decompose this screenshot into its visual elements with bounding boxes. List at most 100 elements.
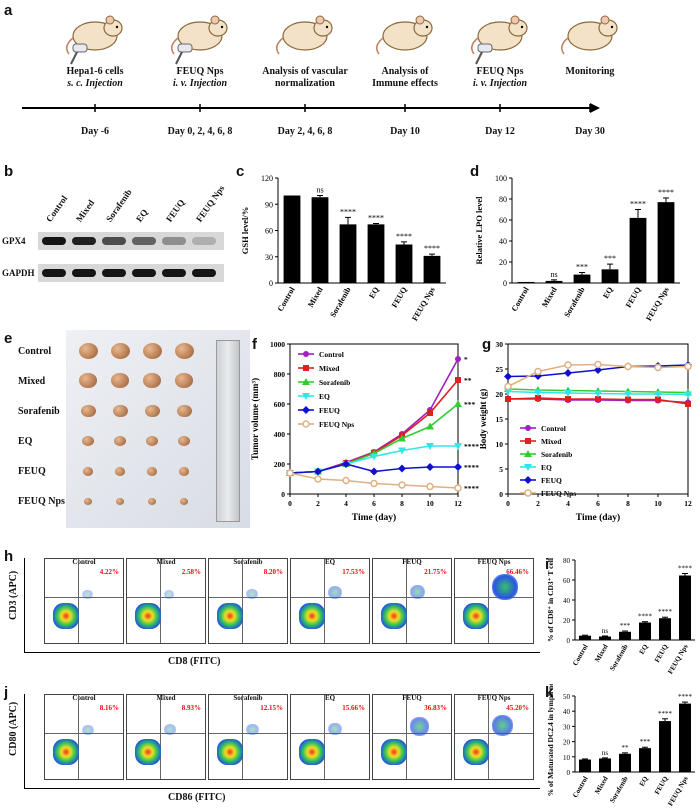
flow-plot: Sorafenib 8.20% <box>208 558 288 644</box>
flow-plot: Mixed 2.58% <box>126 558 206 644</box>
tumor-sample <box>145 435 159 447</box>
y-tick-label: 0 <box>567 769 571 777</box>
flow-percent: 12.15% <box>260 704 283 712</box>
timeline-event-line1: FEUQ Nps <box>176 66 224 77</box>
timeline-day-label: Day 10 <box>390 126 420 137</box>
data-point <box>624 362 632 371</box>
x-axis-label: Time (day) <box>576 512 620 523</box>
timeline-event-label: Analysis of vascular normalization <box>245 66 365 90</box>
tumor-row-label: FEUQ Nps <box>18 496 65 507</box>
tumor-sample <box>175 373 193 389</box>
data-point <box>454 443 462 450</box>
x-tick-label: Sorafenib <box>562 285 587 319</box>
flow-percent: 8.93% <box>181 704 201 712</box>
flow-percent: 8.20% <box>263 568 283 576</box>
panel-label-j: j <box>4 684 9 701</box>
flow-cell-cluster-positive <box>409 717 429 736</box>
y-tick-label: 0 <box>269 279 273 288</box>
tumor-row-label: Control <box>18 346 52 357</box>
gate-horizontal <box>209 596 287 598</box>
bar <box>367 224 385 283</box>
bar <box>659 721 671 772</box>
data-point <box>564 390 572 397</box>
syringe <box>70 51 78 65</box>
mouse-ear <box>210 15 220 25</box>
y-axis-label: % of CD8⁺ in CD3⁺ T cell <box>546 558 555 642</box>
tumor-row-label: FEUQ <box>18 466 46 477</box>
x-tick-label: Mixed <box>593 643 610 664</box>
flow-cell-cluster-positive <box>245 588 258 599</box>
y-axis-label: Relative LPO level <box>474 196 484 265</box>
flow-percent: 2.58% <box>181 568 201 576</box>
flow-percent: 66.46% <box>506 568 529 576</box>
timeline-event-line2: Immune effects <box>372 78 438 89</box>
bar <box>629 217 647 283</box>
western-row-label: GPX4 <box>2 236 26 246</box>
y-tick-label: 30 <box>265 253 273 262</box>
y-tick-label: 0 <box>567 637 571 645</box>
western-band <box>72 237 96 245</box>
data-point <box>505 396 511 402</box>
data-point <box>398 434 406 442</box>
timeline-event-line2: s. c. Injection <box>67 78 123 89</box>
significance-label: ns <box>550 270 557 279</box>
x-tick-label: 2 <box>316 499 320 508</box>
timeline-event-line1: Hepa1-6 cells <box>66 66 124 77</box>
data-point <box>426 422 434 430</box>
legend-label: Control <box>319 350 344 359</box>
legend-label: FEUQ Nps <box>541 489 576 498</box>
tumor-sample <box>79 373 97 389</box>
data-point <box>535 395 541 401</box>
gate-horizontal <box>45 596 123 598</box>
significance-label: *** <box>620 622 631 630</box>
x-tick-label: 12 <box>454 499 462 508</box>
flow-cell-cluster <box>381 602 407 629</box>
y-tick-label: 1000 <box>270 340 285 349</box>
y-tick-label: 0 <box>503 279 507 288</box>
y-tick-label: 10 <box>496 440 504 449</box>
x-tick-label: Control <box>276 285 297 313</box>
tumor-sample <box>143 373 161 389</box>
significance-label: *** <box>464 400 476 409</box>
timeline-day-label: Day -6 <box>80 126 110 137</box>
flow-cell-cluster <box>217 602 243 629</box>
timeline-event-line2: normalization <box>275 78 335 89</box>
data-point <box>504 372 512 381</box>
flow-percent: 17.53% <box>342 568 365 576</box>
x-tick-label: Mixed <box>306 285 325 309</box>
data-point <box>454 484 462 492</box>
mouse-icon <box>171 15 228 65</box>
western-band <box>162 269 186 277</box>
ruler <box>216 340 240 522</box>
gate-horizontal <box>127 596 205 598</box>
tumor-sample <box>178 466 190 476</box>
flow-y-axis-label: CD80 (APC) <box>8 701 19 756</box>
y-tick-label: 50 <box>563 693 571 701</box>
y-tick-label: 20 <box>496 390 504 399</box>
bar <box>579 635 591 640</box>
flow-cell-cluster <box>135 738 161 765</box>
syringe <box>175 51 183 65</box>
photo-background <box>66 330 250 528</box>
y-tick-label: 20 <box>499 258 507 267</box>
flow-cell-cluster-positive <box>491 573 518 601</box>
x-tick-label: 10 <box>426 499 434 508</box>
flow-plot: Sorafenib 12.15% <box>208 694 288 780</box>
gate-vertical <box>241 559 243 643</box>
gate-vertical <box>405 695 407 779</box>
syringe <box>475 51 483 65</box>
panel-label-f: f <box>252 336 257 353</box>
mouse-ear <box>600 15 610 25</box>
mouse-eye <box>425 25 429 29</box>
data-point <box>314 475 322 483</box>
data-point <box>426 443 434 450</box>
data-point <box>398 464 406 473</box>
flow-plot: Control 8.16% <box>44 694 124 780</box>
significance-label: **** <box>396 232 412 241</box>
x-tick-label: 8 <box>400 499 404 508</box>
bar <box>639 748 651 772</box>
mouse-ear <box>315 15 325 25</box>
bar <box>619 753 631 772</box>
western-band <box>162 237 186 245</box>
